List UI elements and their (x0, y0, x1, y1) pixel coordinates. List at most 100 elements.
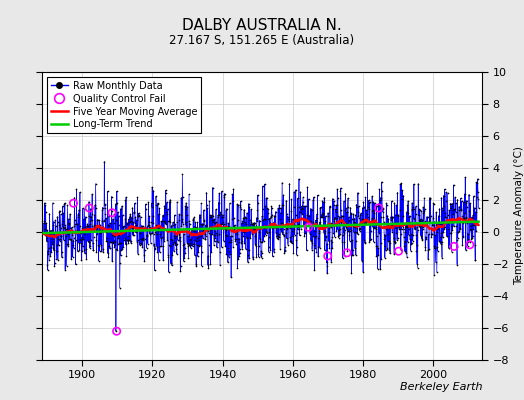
Point (44, 248, 52, 254)
Point (192, 235, 201, 241)
Point (228, 223, 237, 230)
Point (400, 239, 409, 246)
Point (417, 216, 425, 222)
Point (380, 254, 389, 261)
Point (108, 258, 116, 264)
Point (84, 239, 93, 246)
Point (41, 226, 49, 232)
Point (306, 223, 314, 229)
Point (242, 214, 250, 221)
Point (424, 231, 433, 238)
Point (439, 207, 447, 214)
Point (149, 188, 158, 194)
Point (197, 200, 205, 206)
Point (470, 193, 478, 199)
Point (263, 195, 271, 201)
Point (286, 234, 294, 240)
Point (441, 186, 449, 192)
Point (212, 230, 221, 236)
Point (154, 201, 162, 207)
Point (150, 267, 159, 274)
Point (427, 213, 435, 220)
Point (407, 231, 415, 237)
Point (56, 236, 64, 242)
Point (108, 232, 117, 238)
Point (163, 206, 172, 212)
Point (330, 217, 339, 224)
Point (248, 221, 257, 227)
Point (353, 225, 361, 231)
Point (171, 234, 180, 241)
Point (457, 198, 466, 204)
Point (286, 238, 294, 244)
Point (222, 250, 231, 257)
Point (287, 208, 296, 214)
Point (261, 232, 270, 238)
Point (318, 213, 326, 220)
Point (122, 253, 130, 259)
Point (330, 202, 339, 208)
Point (389, 220, 397, 226)
Point (309, 222, 317, 228)
Point (472, 221, 481, 227)
Point (97, 247, 106, 254)
Point (84, 223, 93, 229)
Point (49, 222, 57, 228)
Point (220, 192, 228, 198)
Point (200, 207, 208, 213)
Point (242, 226, 250, 232)
Point (162, 211, 171, 218)
Point (323, 241, 331, 247)
Point (230, 223, 238, 229)
Point (319, 210, 328, 216)
Point (379, 219, 388, 226)
Point (375, 186, 384, 192)
Point (204, 265, 213, 272)
Point (182, 218, 191, 225)
Point (456, 218, 464, 224)
Point (314, 253, 322, 260)
Point (357, 222, 366, 228)
Point (168, 252, 177, 258)
Point (62, 233, 70, 239)
Point (214, 200, 223, 206)
Point (403, 254, 411, 260)
Point (126, 212, 135, 219)
Point (114, 209, 122, 215)
Point (60, 237, 68, 243)
Point (42, 232, 50, 238)
Point (69, 254, 77, 260)
Point (282, 197, 290, 204)
Point (271, 222, 279, 228)
Point (466, 225, 475, 232)
Point (299, 199, 307, 205)
Point (457, 207, 465, 213)
Point (374, 202, 383, 208)
Point (232, 236, 240, 242)
Point (160, 219, 169, 225)
Point (147, 200, 156, 206)
Point (447, 200, 455, 207)
Point (167, 260, 175, 267)
Point (67, 236, 75, 242)
Point (307, 225, 315, 232)
Point (356, 225, 364, 231)
Point (279, 201, 287, 208)
Point (469, 226, 477, 232)
Point (257, 254, 266, 261)
Point (320, 230, 328, 236)
Point (50, 260, 59, 266)
Point (461, 191, 469, 197)
Point (96, 242, 105, 248)
Point (464, 239, 472, 245)
Point (282, 235, 291, 242)
Point (126, 238, 135, 244)
Point (462, 215, 470, 222)
Point (398, 224, 407, 230)
Point (371, 220, 379, 226)
Point (383, 246, 391, 252)
Point (452, 223, 461, 229)
Point (184, 254, 193, 261)
Point (471, 257, 479, 264)
Point (405, 214, 413, 220)
